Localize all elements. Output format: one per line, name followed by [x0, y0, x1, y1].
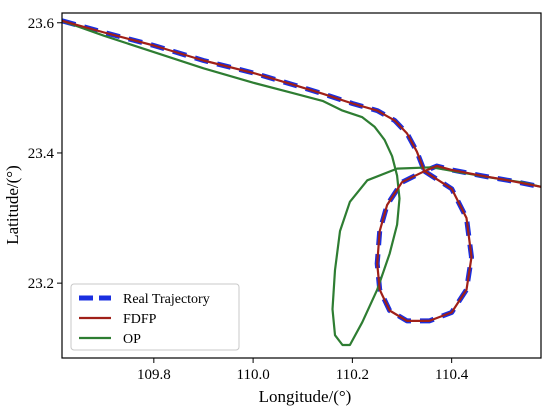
- x-axis-title: Longitude/(°): [259, 387, 352, 406]
- axis-ticks: 109.8 110.0 110.2 110.4 23.2 23.4 23.6: [28, 16, 469, 383]
- x-tick-label: 110.0: [237, 367, 270, 383]
- legend-box: [70, 283, 240, 351]
- legend-label: Real Trajectory: [123, 292, 210, 307]
- x-tick-label: 110.2: [336, 367, 369, 383]
- y-tick-label: 23.4: [28, 146, 55, 162]
- x-tick-label: 110.4: [435, 367, 469, 383]
- y-tick-label: 23.6: [28, 16, 55, 32]
- chart-marks: [61, 18, 542, 347]
- legend: Real Trajectory FDFP OP: [70, 283, 240, 351]
- series-line-fdfp: [61, 19, 542, 322]
- series-line-op: [61, 19, 542, 347]
- x-tick-label: 109.8: [137, 367, 171, 383]
- y-tick-label: 23.2: [28, 276, 54, 292]
- plot-frame: [61, 12, 542, 359]
- y-axis-title: Latitude/(°): [3, 165, 22, 245]
- legend-label: OP: [123, 332, 141, 347]
- legend-label: FDFP: [123, 312, 157, 327]
